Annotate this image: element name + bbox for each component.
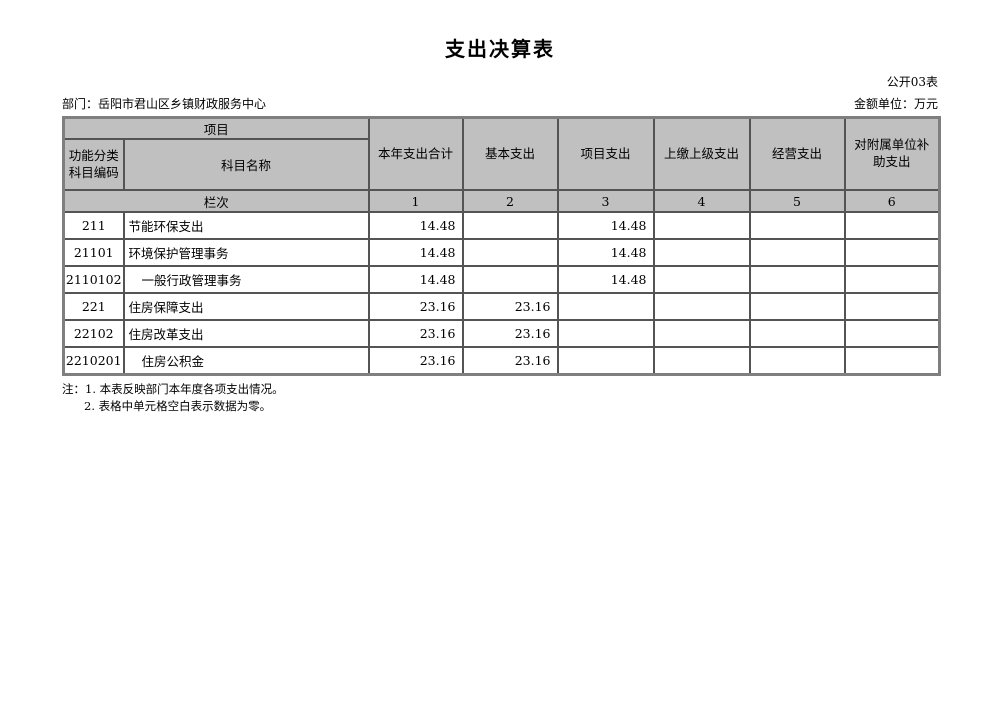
row-value-operating [748, 346, 846, 375]
row-value-operating [748, 265, 846, 294]
header-row-subjects: 功能分类 科目编码 科目名称 [62, 138, 940, 191]
row-value-basic [461, 238, 559, 267]
column-header-total: 本年支出合计 [367, 116, 464, 191]
column-number: 4 [652, 189, 751, 213]
row-value-subsidy [843, 211, 941, 240]
header-row-project: 项目 本年支出合计 基本支出 项目支出 上缴上级支出 经营支出 对附属单位补助支… [62, 116, 941, 191]
meta-line: 部门：岳阳市君山区乡镇财政服务中心 金额单位：万元 [62, 95, 938, 112]
department-label: 部门：岳阳市君山区乡镇财政服务中心 [62, 97, 267, 111]
column-number: 3 [556, 189, 655, 213]
row-subject-name: 环境保护管理事务 [122, 238, 370, 267]
function-code-header: 功能分类 科目编码 [62, 138, 125, 191]
row-value-upper [652, 238, 751, 267]
expenditure-table: 项目 本年支出合计 基本支出 项目支出 上缴上级支出 经营支出 对附属单位补助支… [62, 116, 942, 376]
page-title: 支出决算表 [445, 37, 555, 61]
row-value-basic: 23.16 [461, 346, 559, 375]
row-value-project [556, 346, 655, 375]
unit-label: 金额单位：万元 [853, 97, 938, 111]
subject-name-header: 科目名称 [122, 138, 370, 191]
row-value-basic: 23.16 [461, 319, 559, 348]
table-row: 211 节能环保支出 14.48 14.48 [62, 211, 941, 240]
row-value-upper [652, 211, 751, 240]
column-header-upper: 上缴上级支出 [652, 116, 751, 191]
footnotes: 注：1. 本表反映部门本年度各项支出情况。 2. 表格中单元格空白表示数据为零。 [62, 381, 938, 416]
row-value-basic [461, 211, 559, 240]
row-value-subsidy [843, 292, 941, 321]
note-line-1: 注：1. 本表反映部门本年度各项支出情况。 [62, 381, 284, 396]
row-value-upper [652, 265, 751, 294]
row-value-operating [748, 292, 846, 321]
row-value-project: 14.48 [556, 238, 655, 267]
row-value-operating [748, 238, 846, 267]
row-value-total: 23.16 [367, 292, 464, 321]
row-value-upper [652, 346, 751, 375]
column-number: 1 [367, 189, 464, 213]
table-row: 2210201 住房公积金 23.16 23.16 [62, 346, 941, 375]
row-value-subsidy [843, 346, 941, 375]
column-header-subsidy: 对附属单位补助支出 [843, 116, 941, 191]
row-value-project: 14.48 [556, 211, 655, 240]
row-value-project [556, 319, 655, 348]
row-subject-name: 住房保障支出 [122, 292, 370, 321]
column-number: 2 [461, 189, 559, 213]
project-header: 项目 [62, 116, 370, 140]
column-header-project-exp: 项目支出 [556, 116, 655, 191]
row-code: 21101 [62, 238, 125, 267]
row-code: 221 [62, 292, 125, 321]
row-subject-name: 住房改革支出 [122, 319, 370, 348]
row-value-upper [652, 319, 751, 348]
row-code: 2110102 [62, 265, 125, 294]
row-value-basic [461, 265, 559, 294]
row-value-subsidy [843, 319, 941, 348]
table-code-label: 公开03表 [886, 75, 938, 89]
column-number-row: 栏次 1 2 3 4 5 6 [62, 189, 941, 213]
row-value-total: 14.48 [367, 265, 464, 294]
table-row: 2110102 一般行政管理事务 14.48 14.48 [62, 265, 941, 294]
table-row: 22102 住房改革支出 23.16 23.16 [62, 319, 941, 348]
row-value-operating [748, 211, 846, 240]
row-subject-name: 住房公积金 [122, 346, 370, 375]
column-number: 5 [748, 189, 846, 213]
note-line-2: 2. 表格中单元格空白表示数据为零。 [84, 398, 272, 413]
row-value-project [556, 292, 655, 321]
table-row: 21101 环境保护管理事务 14.48 14.48 [62, 238, 941, 267]
row-value-subsidy [843, 238, 941, 267]
row-subject-name: 节能环保支出 [122, 211, 370, 240]
row-value-basic: 23.16 [461, 292, 559, 321]
lanci-label: 栏次 [62, 189, 370, 213]
row-code: 2210201 [62, 346, 125, 375]
row-value-total: 23.16 [367, 346, 464, 375]
row-value-total: 23.16 [367, 319, 464, 348]
row-value-operating [748, 319, 846, 348]
row-subject-name: 一般行政管理事务 [122, 265, 370, 294]
table-row: 221 住房保障支出 23.16 23.16 [62, 292, 941, 321]
row-value-project: 14.48 [556, 265, 655, 294]
row-code: 22102 [62, 319, 125, 348]
row-value-total: 14.48 [367, 211, 464, 240]
row-code: 211 [62, 211, 125, 240]
row-value-total: 14.48 [367, 238, 464, 267]
row-value-subsidy [843, 265, 941, 294]
column-header-basic: 基本支出 [461, 116, 559, 191]
row-value-upper [652, 292, 751, 321]
column-number: 6 [843, 189, 941, 213]
column-header-operating: 经营支出 [748, 116, 846, 191]
